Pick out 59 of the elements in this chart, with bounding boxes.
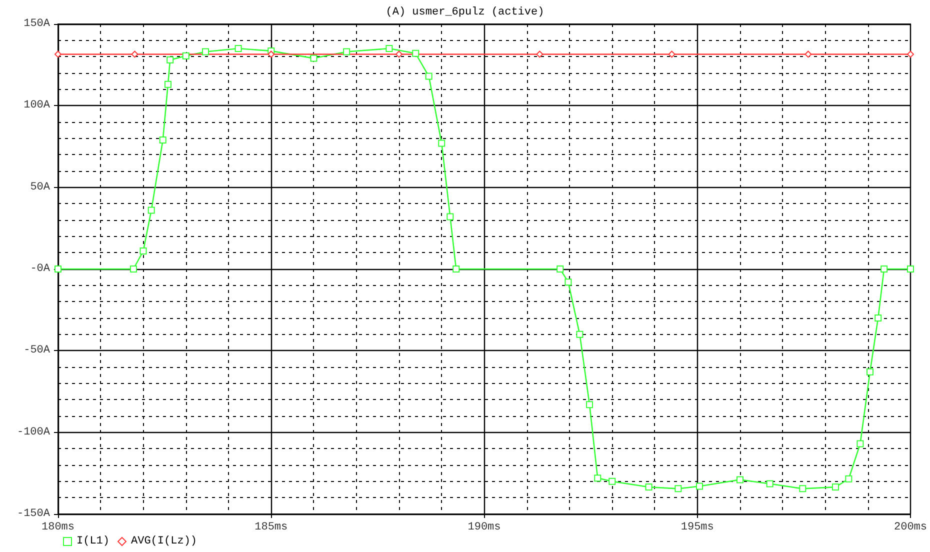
point: [159, 136, 166, 144]
y-tick-label: -50A: [24, 344, 50, 357]
point: [140, 248, 147, 255]
point: [832, 484, 839, 491]
legend-label: I(L1): [76, 536, 110, 548]
point: [54, 50, 62, 58]
point: [166, 56, 174, 64]
point: [386, 45, 393, 52]
x-tick-label: 185ms: [254, 522, 288, 534]
point: [586, 401, 594, 408]
point: [668, 50, 676, 58]
chart-title: (A) usmer_6pulz (active): [386, 6, 544, 18]
x-tick-label: 180ms: [41, 522, 75, 534]
point: [576, 330, 584, 338]
point: [696, 482, 704, 490]
point: [131, 50, 138, 58]
point: [845, 475, 852, 482]
point: [594, 474, 602, 482]
point: [906, 50, 914, 58]
point: [343, 48, 350, 56]
x-tick-label: 195ms: [680, 522, 714, 534]
point: [452, 266, 460, 272]
point: [310, 54, 318, 62]
point: [234, 45, 242, 52]
point: [438, 140, 446, 147]
point: [766, 480, 774, 488]
point: [645, 484, 652, 491]
point: [130, 266, 137, 272]
legend-label: AVG(I(Lz)): [131, 536, 198, 548]
point: [182, 52, 190, 60]
y-tick-label: -150A: [16, 508, 50, 520]
point: [608, 478, 616, 485]
y-tick-label: -100A: [16, 426, 50, 438]
point: [164, 80, 172, 88]
point: [446, 213, 454, 220]
y-tick-label: -0A: [30, 263, 50, 275]
point: [396, 50, 402, 58]
point: [674, 485, 682, 492]
point: [268, 50, 275, 58]
point: [412, 50, 420, 57]
x-tick-label: 200ms: [894, 522, 928, 534]
point: [536, 50, 544, 58]
y-tick-label: 50A: [30, 181, 50, 194]
point: [799, 485, 806, 492]
point: [866, 368, 874, 376]
point: [804, 50, 812, 58]
point: [874, 314, 882, 322]
y-tick-label: 150A: [24, 18, 50, 30]
point: [556, 266, 564, 272]
point: [880, 266, 888, 272]
point: [425, 72, 432, 80]
point: [736, 476, 744, 484]
point: [906, 266, 914, 272]
point: [148, 206, 155, 214]
point: [202, 48, 209, 56]
x-tick-label: 190ms: [468, 522, 501, 534]
point: [856, 440, 864, 448]
point: [564, 278, 572, 286]
y-tick-label: 100A: [24, 100, 50, 112]
